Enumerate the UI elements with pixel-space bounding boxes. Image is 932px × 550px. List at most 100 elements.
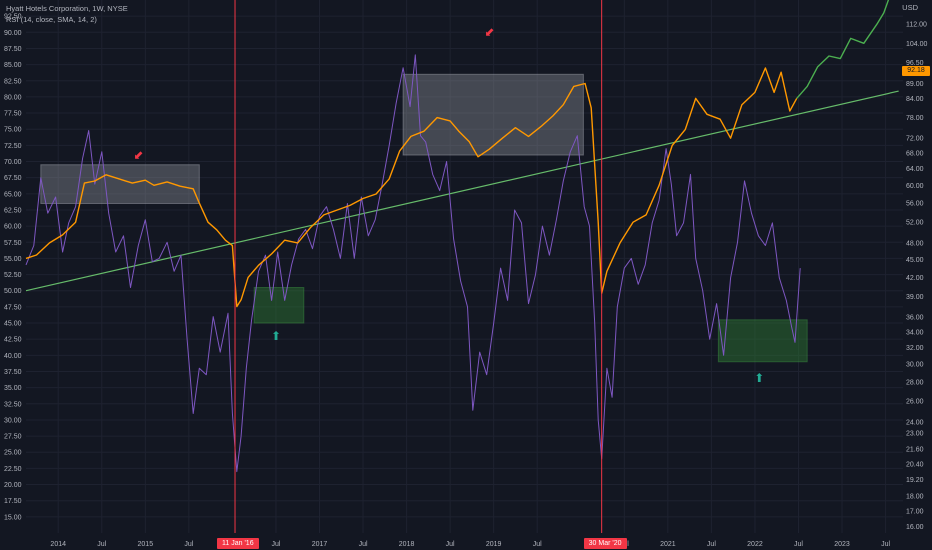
left-axis-tick-label: 80.00	[4, 94, 22, 101]
right-axis-tick-label: 112.00	[906, 22, 927, 29]
right-axis-tick-label: 89.00	[906, 81, 924, 88]
left-axis-tick-label: 92.50	[4, 14, 22, 21]
left-axis-tick-label: 27.50	[4, 434, 22, 441]
left-axis-tick-label: 70.00	[4, 159, 22, 166]
time-axis-tick-label: Jul	[794, 541, 803, 548]
time-axis-tick-label: Jul	[359, 541, 368, 548]
left-axis-tick-label: 72.50	[4, 143, 22, 150]
time-axis-tick-label: 2014	[50, 541, 66, 548]
right-axis-tick-label: 42.00	[906, 275, 924, 282]
right-axis-tick-label: 16.00	[906, 524, 924, 531]
left-axis-tick-label: 62.50	[4, 207, 22, 214]
left-axis-tick-label: 42.50	[4, 337, 22, 344]
right-axis-tick-label: 68.00	[906, 150, 924, 157]
right-axis-tick-label: 104.00	[906, 41, 928, 48]
rsi-line	[25, 54, 801, 473]
time-axis-tick-label: 2021	[660, 541, 676, 548]
time-axis-tick-label: Jul	[707, 541, 716, 548]
left-axis-tick-label: 25.00	[4, 450, 22, 457]
right-axis-tick-label: 56.00	[906, 201, 924, 208]
right-axis-tick-label: 26.00	[906, 399, 924, 406]
right-axis-tick-label: 36.00	[906, 315, 924, 322]
left-axis-tick-label: 55.00	[4, 256, 22, 263]
right-axis-tick-label: 48.00	[906, 240, 924, 247]
right-axis-tick-label: 34.00	[906, 329, 924, 336]
left-axis-tick-label: 35.00	[4, 385, 22, 392]
event-date-tag: 11 Jan '16	[217, 538, 259, 549]
left-axis-tick-label: 15.00	[4, 514, 22, 521]
left-axis-tick-label: 77.50	[4, 111, 22, 118]
price-line-recent	[796, 0, 890, 99]
right-axis-tick-label: 20.40	[906, 461, 924, 468]
time-axis-tick-label: Jul	[97, 541, 106, 548]
right-axis-tick-label: 30.00	[906, 362, 924, 369]
left-axis-tick-label: 45.00	[4, 321, 22, 328]
legend-indicator: RSI (14, close, SMA, 14, 2)	[6, 15, 97, 24]
left-axis-tick-label: 32.50	[4, 401, 22, 408]
time-axis-tick-label: 2018	[399, 541, 415, 548]
right-axis-tick-label: 39.00	[906, 294, 924, 301]
right-axis-tick-label: 60.00	[906, 183, 924, 190]
bullish-arrow-icon: ⬆	[754, 370, 765, 385]
bullish-zone-box	[253, 286, 305, 324]
right-axis-tick-label: 17.00	[906, 508, 924, 515]
right-axis-tick-label: 18.00	[906, 494, 924, 501]
right-axis-tick-label: 72.00	[906, 136, 924, 143]
left-axis-tick-label: 52.50	[4, 272, 22, 279]
chart-grid	[26, 0, 903, 533]
left-axis-tick-label: 20.00	[4, 482, 22, 489]
left-axis-tick-label: 22.50	[4, 466, 22, 473]
time-axis-tick-label: Jul	[184, 541, 193, 548]
left-axis-tick-label: 82.50	[4, 78, 22, 85]
right-axis-tick-label: 96.50	[906, 60, 924, 67]
left-axis-tick-label: 75.00	[4, 127, 22, 134]
left-axis-tick-label: 87.50	[4, 46, 22, 53]
left-axis-tick-label: 65.00	[4, 191, 22, 198]
right-axis-tick-label: 78.00	[906, 115, 924, 122]
time-axis-tick-label: 2017	[312, 541, 328, 548]
price-line	[25, 67, 798, 308]
bullish-zone-box	[717, 319, 808, 363]
bullish-arrow-icon: ⬆	[270, 328, 281, 343]
right-axis-tick-label: 32.00	[906, 345, 924, 352]
time-axis-tick-label: 2023	[834, 541, 850, 548]
right-axis-tick-label: 23.00	[906, 430, 924, 437]
left-axis-tick-label: 47.50	[4, 304, 22, 311]
zone-boxes	[40, 73, 808, 363]
time-axis-tick-label: 2015	[138, 541, 154, 548]
event-lines	[234, 0, 603, 533]
right-axis-tick-label: 24.00	[906, 419, 924, 426]
left-axis-tick-label: 60.00	[4, 224, 22, 231]
bearish-arrow-icon: ⬋	[484, 25, 495, 40]
left-axis-tick-label: 30.00	[4, 417, 22, 424]
time-axis-tick-label: Jul	[271, 541, 280, 548]
right-axis-tick-label: 52.00	[906, 220, 924, 227]
right-axis-tick-label: 64.00	[906, 166, 924, 173]
legend-title: Hyatt Hotels Corporation, 1W, NYSE	[6, 4, 128, 13]
bearish-zone-box	[402, 73, 584, 156]
left-axis-tick-label: 17.50	[4, 498, 22, 505]
left-axis-tick-label: 85.00	[4, 62, 22, 69]
currency-label: USD	[902, 3, 918, 12]
right-axis-bg	[903, 0, 932, 550]
last-price-badge: 92.18	[902, 66, 930, 76]
right-axis-tick-label: 84.00	[906, 96, 924, 103]
left-axis-tick-label: 90.00	[4, 30, 22, 37]
time-axis-tick-label: 2019	[486, 541, 502, 548]
right-axis-tick-label: 21.60	[906, 447, 924, 454]
time-axis-tick-label: 2022	[747, 541, 763, 548]
right-axis-tick-label: 45.00	[906, 257, 924, 264]
left-axis-tick-label: 67.50	[4, 175, 22, 182]
left-axis-tick-label: 50.00	[4, 288, 22, 295]
right-axis-tick-label: 19.20	[906, 477, 924, 484]
trendline-layer	[25, 90, 899, 292]
time-axis-tick-label: Jul	[533, 541, 542, 548]
time-axis-tick-label: Jul	[446, 541, 455, 548]
right-axis-tick-label: 28.00	[906, 380, 924, 387]
bearish-arrow-icon: ⬋	[133, 148, 144, 163]
chart-legend: Hyatt Hotels Corporation, 1W, NYSE RSI (…	[6, 3, 128, 25]
time-axis-tick-label: Jul	[881, 541, 890, 548]
left-axis-tick-label: 37.50	[4, 369, 22, 376]
